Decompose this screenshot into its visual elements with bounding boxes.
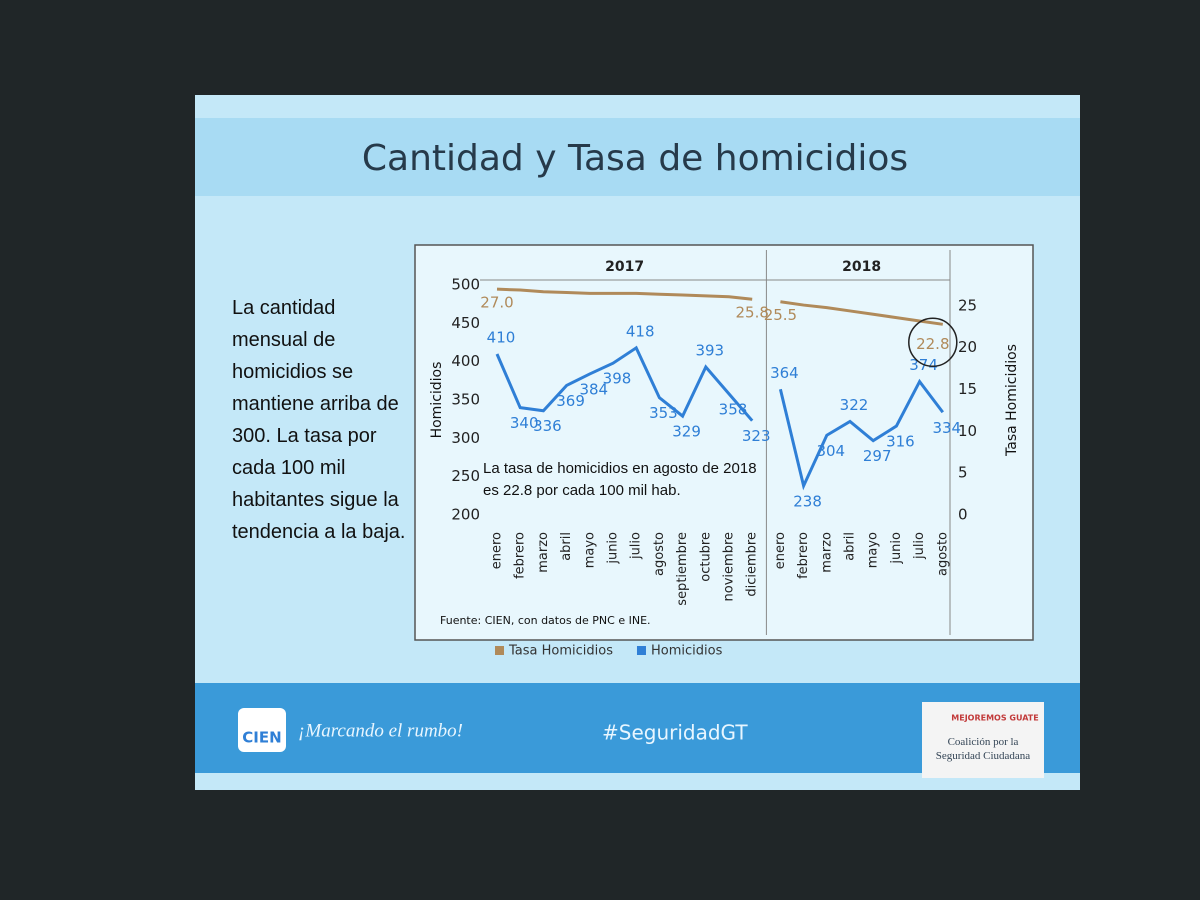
logo: CIEN [242, 729, 281, 747]
value-label: 398 [603, 370, 632, 388]
value-label: 364 [770, 364, 799, 382]
x-tick-label: septiembre [675, 532, 690, 606]
x-tick-label: noviembre [722, 532, 737, 601]
partner-logo: MEJOREMOS GUATE [951, 714, 1038, 723]
partner-box [922, 702, 1044, 778]
annotation-wrap: La tasa de homicidios en agosto de 2018 … [483, 460, 757, 499]
group-label: 2018 [842, 259, 881, 275]
x-tick-label: agosto [935, 532, 950, 576]
x-tick-label: mayo [582, 532, 597, 568]
partner-wrap: Coalición por la Seguridad Ciudadana [935, 736, 1031, 762]
y-tick-label: 250 [451, 467, 480, 485]
y2-axis-label: Tasa Homicidios [1004, 344, 1020, 457]
x-tick-label: diciembre [745, 532, 760, 597]
x-tick-label: octubre [698, 532, 713, 582]
value-label: 316 [886, 433, 915, 451]
y-tick-label: 300 [451, 429, 480, 447]
slogan: ¡Marcando el rumbo! [298, 720, 463, 741]
y-tick-label: 400 [451, 352, 480, 370]
value-label: 369 [556, 392, 585, 410]
hashtag: #SeguridadGT [602, 721, 748, 745]
logo-box [238, 708, 286, 752]
series-line [778, 378, 944, 491]
y-tick-label: 450 [451, 314, 480, 332]
value-label: 353 [649, 404, 678, 422]
y-tick-label: 200 [451, 506, 480, 524]
value-label: 22.8 [916, 335, 949, 353]
x-tick-label: junio [606, 532, 621, 565]
legend-label: Homicidios [651, 644, 723, 659]
chart-frame [414, 244, 1034, 641]
value-label: 27.0 [480, 294, 513, 312]
legend-swatch [636, 646, 646, 655]
value-label: 340 [510, 414, 539, 432]
highlight-circle [908, 317, 958, 368]
body-text: La cantidad mensual de homicidios se man… [232, 297, 406, 543]
value-label: 329 [672, 423, 701, 441]
x-tick-label: febrero [796, 532, 811, 579]
x-tick-label: abril [559, 532, 574, 561]
y2-tick-label: 20 [958, 338, 977, 356]
series-line [780, 300, 944, 326]
value-label: 323 [742, 427, 771, 445]
x-tick-label: julio [629, 532, 644, 560]
source: Fuente: CIEN, con datos de PNC e INE. [440, 614, 651, 627]
x-tick-label: julio [912, 532, 927, 560]
value-label: 410 [487, 329, 516, 347]
x-tick-label: abril [843, 532, 858, 561]
y2-tick-label: 10 [958, 422, 977, 440]
value-label: 25.5 [764, 306, 797, 324]
value-label: 336 [533, 417, 562, 435]
x-tick-label: enero [773, 532, 788, 569]
value-label: 304 [816, 442, 845, 460]
x-tick-label: febrero [513, 532, 528, 579]
x-tick-label: junio [889, 532, 904, 565]
x-tick-label: mayo [866, 532, 881, 568]
x-tick-label: enero [490, 532, 505, 569]
y-tick-label: 500 [451, 276, 480, 294]
group-label: 2017 [605, 259, 644, 275]
value-label: 334 [932, 419, 961, 437]
value-label: 25.8 [735, 304, 768, 322]
annotation: La tasa de homicidios en agosto de 2018 … [483, 460, 757, 499]
value-label: 418 [626, 322, 655, 340]
y2-tick-label: 5 [958, 464, 968, 482]
y2-tick-label: 25 [958, 296, 977, 314]
x-tick-label: marzo [819, 532, 834, 573]
slide-title: Cantidad y Tasa de homicidios [362, 138, 908, 179]
y2-tick-label: 0 [958, 506, 968, 524]
x-tick-label: agosto [652, 532, 667, 576]
value-label: 358 [719, 400, 748, 418]
x-tick-label: marzo [536, 532, 551, 573]
y-tick-label: 350 [451, 391, 480, 409]
value-label: 322 [840, 396, 869, 414]
partner: Coalición por la Seguridad Ciudadana [935, 736, 1031, 762]
title-band [195, 118, 1080, 196]
legend-label: Tasa Homicidios [508, 644, 613, 659]
value-label: 238 [793, 492, 822, 510]
series-line [495, 345, 754, 422]
value-label: 384 [579, 380, 608, 398]
series-line [496, 287, 753, 301]
value-label: 393 [695, 342, 724, 360]
y-axis-label: Homicidios [429, 362, 445, 439]
legend-swatch [495, 646, 504, 655]
value-label: 297 [863, 447, 892, 465]
y2-tick-label: 15 [958, 380, 977, 398]
